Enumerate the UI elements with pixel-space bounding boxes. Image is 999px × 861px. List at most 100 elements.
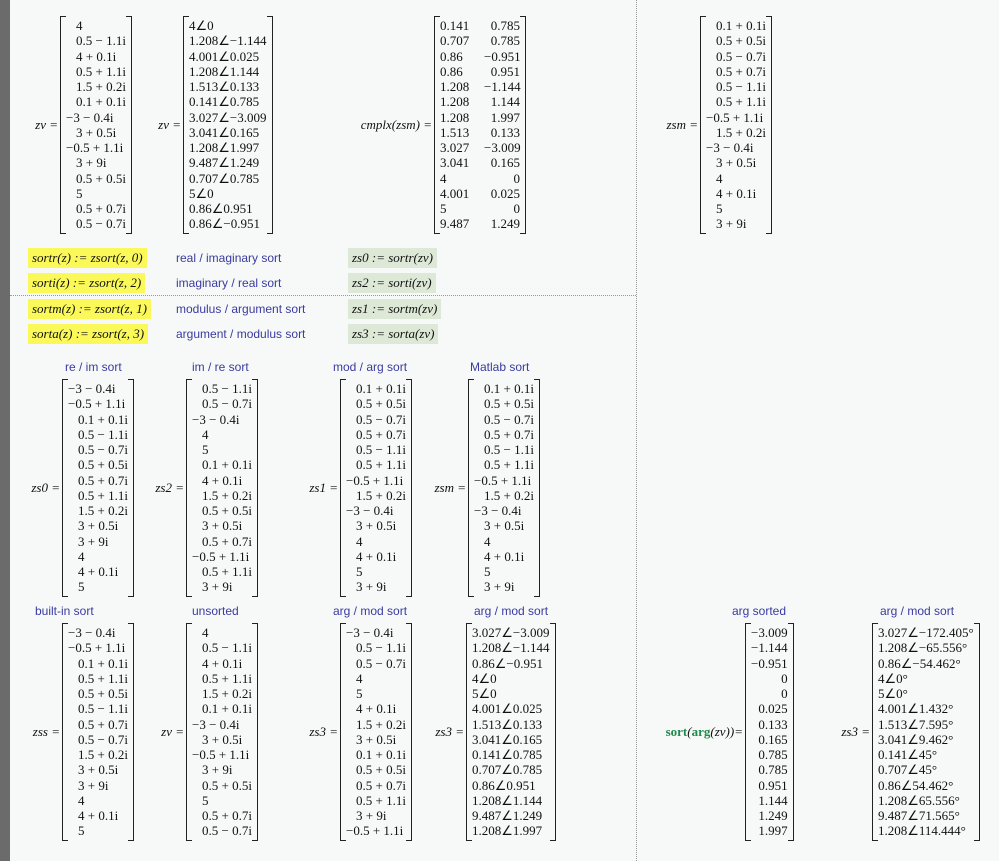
matrix-row: 0.5 + 0.5i [706,33,766,48]
matrix-block-zv-unsorted[interactable]: zv = 4 0.5 − 1.1i 4 + 0.1i 0.5 + 1.1i 1.5 + 0… [150,623,258,840]
matrix-zv-unsorted: 4 0.5 − 1.1i 4 + 0.1i 0.5 + 1.1i 1.5 + 0.2i 0… [186,623,258,840]
heading-matlab[interactable]: Matlab sort [470,360,530,374]
matrix-row: 0.5 + 1.1i [192,671,252,686]
comment-arg-mod[interactable]: argument / modulus sort [176,327,306,341]
matrix-row: 1.5 + 0.2i [68,747,128,762]
matrix-row: −0.5 + 1.1i [66,140,126,155]
matrix-row: 0.5 + 0.5i [474,396,534,411]
heading-mod-arg[interactable]: mod / arg sort [333,360,408,374]
matrix-row: 0.5 − 0.7i [68,442,128,457]
matrix-row: 0.5 − 1.1i [474,442,534,457]
matrix-cell: −0.5 + 1.1i [192,747,250,762]
matrix-cell: 5 [356,564,363,579]
definition-sorti[interactable]: sorti(z) := zsort(z, 2) [28,273,146,293]
matrix-zs2: 0.5 − 1.1i 0.5 − 0.7i −3 − 0.4i 4 5 0.1 + 0.1… [186,379,258,596]
matrix-row: 3.041∠9.462° [878,732,974,747]
heading-arg-sorted[interactable]: arg sorted [732,604,787,618]
matrix-zv-polar: 4∠0 1.208∠−1.144 4.001∠0.025 1.208∠1.144 1.5… [183,16,273,233]
heading-arg-mod-3[interactable]: arg / mod sort [880,604,955,618]
matrix-row: 0.025 [751,701,787,716]
matrix-block-zss[interactable]: zss = −3 − 0.4i −0.5 + 1.1i 0.1 + 0.1i 0.5 +… [24,623,134,840]
matrix-cell: 0.141∠0.785 [189,94,260,110]
matrix-cell: 0.5 − 1.1i [78,426,128,442]
matrix-block-zs0[interactable]: zs0 = −3 − 0.4i −0.5 + 1.1i 0.1 + 0.1i 0.5 −… [24,379,134,596]
matrix-cell: 3.027∠−3.009 [472,625,550,640]
matrix-cell: 1.208∠1.144 [189,63,260,79]
matrix-row: 3 + 9i [192,762,252,777]
matrix-block-zs2[interactable]: zs2 = 0.5 − 1.1i 0.5 − 0.7i −3 − 0.4i 4 5 0.1 … [150,379,258,596]
matrix-row: 4 [346,534,406,549]
matrix-row: 0.5 + 1.1i [706,94,766,109]
matrix-row: −0.951 [751,656,788,671]
matrix-block-zs1[interactable]: zs1 = 0.1 + 0.1i 0.5 + 0.5i 0.5 − 0.7i 0.5 +… [304,379,412,596]
matrix-row: 5 [474,564,534,579]
matrix-row: 1.208 −1.144 [440,79,521,94]
matrix-row: −0.5 + 1.1i [346,823,406,838]
matrix-zs3-polar: 3.027∠−3.009 1.208∠−1.144 0.86∠−0.951 4∠0 5∠… [466,623,556,840]
matrix-row: −3 − 0.4i [192,717,252,732]
matrix-cell: −3 − 0.4i [68,625,116,640]
matrix-cell: 1.144 [490,94,520,110]
matrix-block-zv[interactable]: zv = 4 0.5 − 1.1i 4 + 0.1i 0.5 + 1.1i 1.5 + 0… [24,16,132,233]
definition-sorta[interactable]: sorta(z) := zsort(z, 3) [28,324,149,344]
assignment-zs3[interactable]: zs3 := sorta(zv) [348,324,439,344]
matrix-cell: 0.1 + 0.1i [76,94,126,110]
matrix-cell: 0.5 − 0.7i [484,411,534,427]
matrix-block-zsm-top[interactable]: zsm = 0.1 + 0.1i 0.5 + 0.5i 0.5 − 0.7i 0.5 +… [655,16,772,233]
matrix-cell: 0.1 + 0.1i [202,457,252,473]
matrix-row: 5 [68,579,128,594]
matrix-cell: 0.5 + 0.7i [78,472,128,488]
matrix-cell: 1.997 [758,823,788,839]
assignment-zs0[interactable]: zs0 := sortr(zv) [348,248,437,268]
matrix-row: 3 + 9i [706,216,766,231]
matrix-cell: 0.1 + 0.1i [78,655,128,671]
heading-unsorted[interactable]: unsorted [192,604,239,618]
matrix-block-zsm[interactable]: zsm = 0.1 + 0.1i 0.5 + 0.5i 0.5 − 0.7i 0.5 +… [429,379,540,596]
matrix-row: 3 + 0.5i [192,518,252,533]
matrix-row: 1.249 [751,808,787,823]
matrix-row: −3 − 0.4i [706,140,766,155]
matrix-row: 1.208∠1.997 [189,140,267,155]
matrix-block-zs3-deg[interactable]: zs3 = 3.027∠−172.405° 1.208∠−65.556° 0.86∠−… [835,623,980,840]
matrix-cell: 0.86∠−0.951 [472,655,543,671]
matrix-row: 4 + 0.1i [706,186,766,201]
heading-builtin[interactable]: built-in sort [35,604,94,618]
matrix-block-zs3-polar[interactable]: zs3 = 3.027∠−3.009 1.208∠−1.144 0.86∠−0.951… [429,623,556,840]
matrix-label: zs3 = [435,723,464,739]
heading-im-re[interactable]: im / re sort [192,360,249,374]
matrix-cell: 3 + 0.5i [356,518,397,534]
matrix-cell: 3 + 9i [202,762,233,778]
matrix-cell: 0.5 + 0.7i [78,716,128,732]
heading-arg-mod-2[interactable]: arg / mod sort [474,604,549,618]
matrix-row: 1.208 1.144 [440,94,520,109]
heading-arg-mod-1[interactable]: arg / mod sort [333,604,408,618]
matrix-block-zv-polar[interactable]: zv = 4∠0 1.208∠−1.144 4.001∠0.025 1.208∠1.14… [150,16,273,233]
matrix-cell: 0.5 + 1.1i [356,792,406,808]
heading-re-im[interactable]: re / im sort [65,360,122,374]
definition-sortr[interactable]: sortr(z) := zsort(z, 0) [28,248,147,268]
matrix-cell: −0.5 + 1.1i [68,640,126,656]
matrix-row: 0.86∠0.951 [189,201,267,216]
matrix-row: −3 − 0.4i [66,110,126,125]
definition-sortm[interactable]: sortm(z) := zsort(z, 1) [28,299,151,319]
matrix-zsm-top: 0.1 + 0.1i 0.5 + 0.5i 0.5 − 0.7i 0.5 + 0.7i… [700,16,772,233]
matrix-block-zs3[interactable]: zs3 = −3 − 0.4i 0.5 − 1.1i 0.5 − 0.7i 4 5 4 + … [304,623,412,840]
assignment-zs2[interactable]: zs2 := sorti(zv) [348,273,436,293]
matrix-cell: 0 [781,686,788,701]
matrix-cell: 0.141 [440,18,470,33]
matrix-row: 1.5 + 0.2i [346,717,406,732]
matrix-cell: 0.1 + 0.1i [78,411,128,427]
matrix-cell: 4 + 0.1i [202,655,243,671]
matrix-cell: 0.5 − 0.7i [356,655,406,671]
assignment-zs1[interactable]: zs1 := sortm(zv) [348,299,442,319]
matrix-cell: 3.041∠9.462° [878,731,954,747]
matrix-block-cmplx-zsm[interactable]: cmplx(zsm) = 0.141 0.785 0.707 0.785 0.86 −0.9… [345,16,526,233]
matrix-row: 0.141∠0.785 [189,94,267,109]
matrix-block-sort-arg[interactable]: sort(arg(zv))= −3.009 −1.144 −0.951 0 0 0.025 0… [650,623,794,840]
matrix-row: 3 + 0.5i [68,518,128,533]
comment-imag-real[interactable]: imaginary / real sort [176,276,282,290]
comment-real-imag[interactable]: real / imaginary sort [176,251,282,265]
matrix-cell: 0.5 + 0.7i [202,808,252,823]
matrix-row: 1.513∠7.595° [878,717,974,732]
comment-mod-arg[interactable]: modulus / argument sort [176,302,306,316]
